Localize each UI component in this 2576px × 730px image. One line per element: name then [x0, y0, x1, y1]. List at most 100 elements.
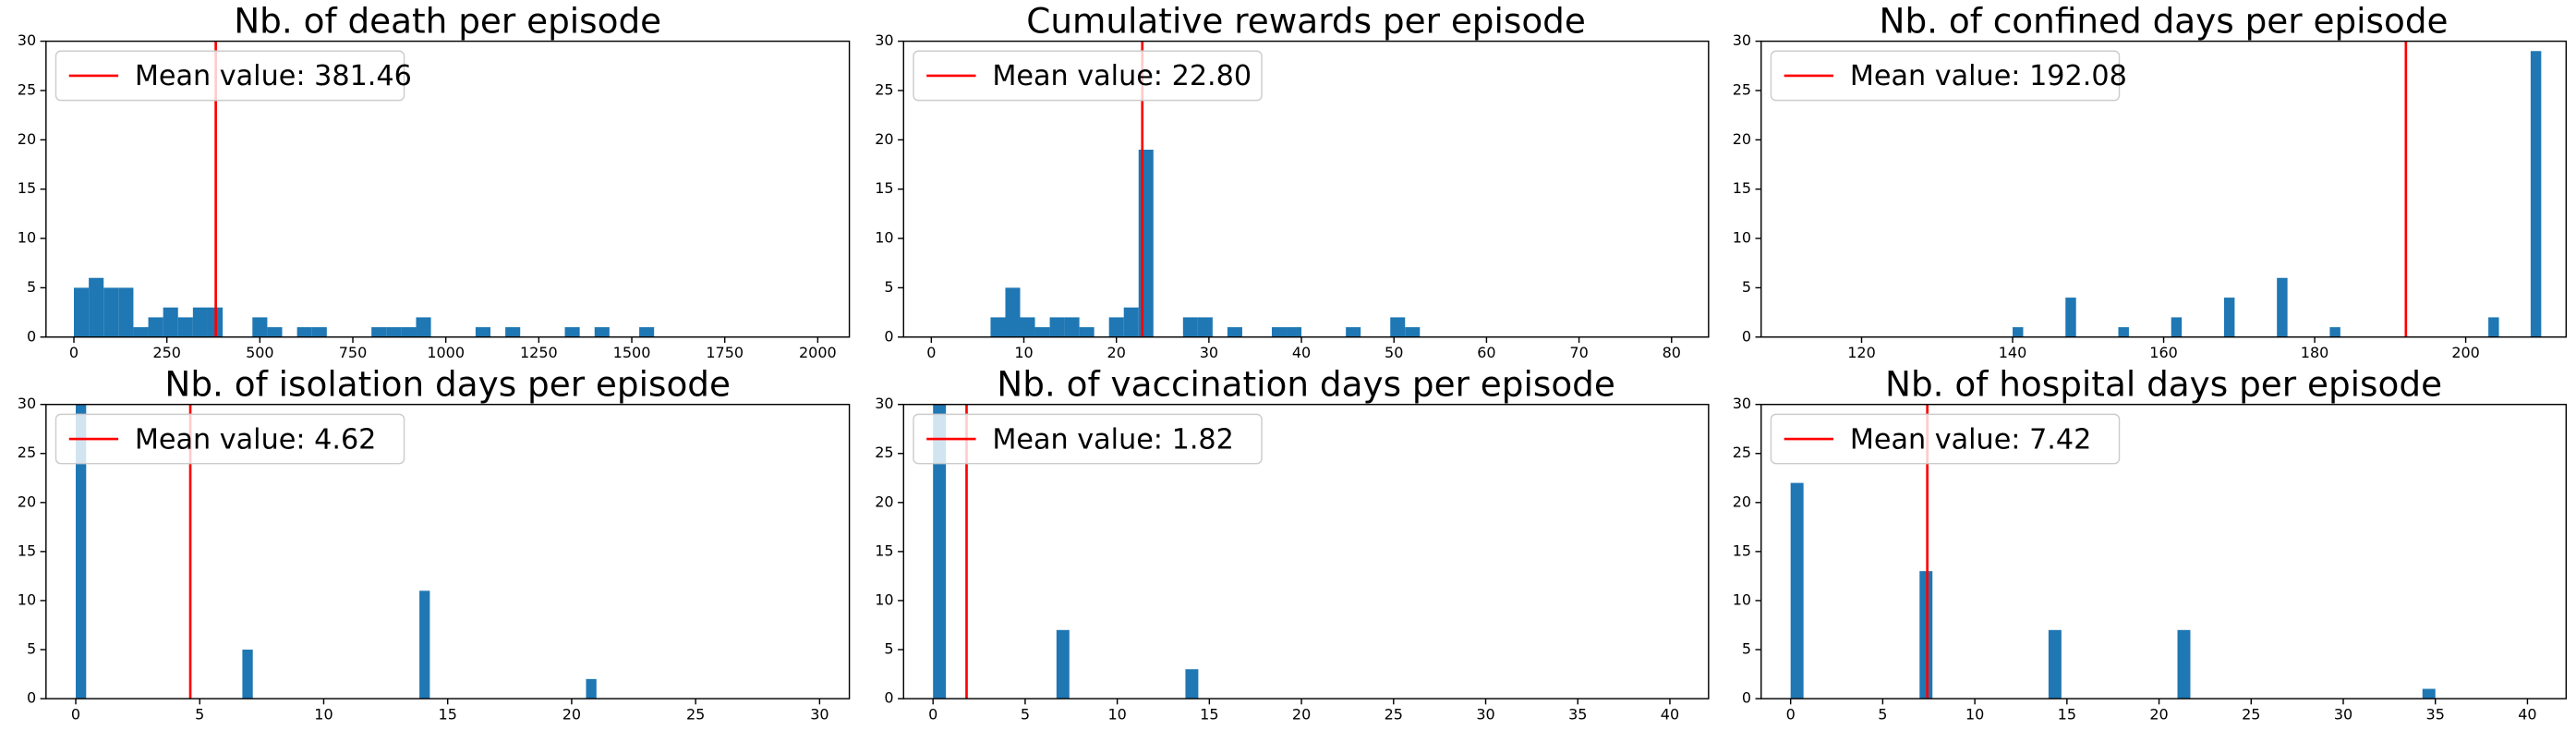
- legend-label: Mean value: 1.82: [992, 423, 1234, 456]
- bar: [475, 327, 491, 337]
- subplot: Nb. of isolation days per episode 0 5 10 15 2…: [18, 364, 851, 723]
- x-tick-label: 1250: [520, 344, 558, 361]
- y-tick-label: 25: [1733, 80, 1751, 98]
- y-tick-label: 15: [875, 179, 893, 197]
- bar: [1064, 317, 1080, 337]
- subplot: Nb. of confined days per episode 120 140 16…: [1733, 1, 2568, 361]
- bar: [1287, 327, 1302, 337]
- y-tick-label: 30: [875, 31, 893, 49]
- legend-box: [913, 50, 1263, 102]
- y-tick-label: 10: [875, 229, 893, 247]
- x-tick-label: 25: [686, 705, 705, 723]
- bar: [118, 287, 134, 337]
- bar: [2065, 298, 2076, 337]
- bars: [2013, 41, 2542, 337]
- y-tick-label: 10: [18, 590, 36, 608]
- y-tick-label: 15: [1733, 179, 1751, 197]
- subplot: Cumulative rewards per episode 0 10 20 30 40 5…: [875, 1, 1710, 361]
- bar: [2171, 317, 2183, 337]
- y-tick-label: 30: [1733, 31, 1751, 49]
- x-tick-label: 25: [2242, 705, 2260, 723]
- bar: [2118, 327, 2129, 337]
- bar: [933, 404, 947, 700]
- bar: [1049, 317, 1065, 337]
- y-tick-label: 30: [18, 31, 36, 49]
- bars: [990, 41, 1421, 337]
- bar: [1123, 307, 1139, 337]
- y-tick-label: 0: [27, 689, 36, 707]
- bar: [419, 590, 430, 700]
- legend-label: Mean value: 4.62: [135, 423, 377, 456]
- y-tick-label: 5: [1742, 640, 1751, 658]
- bar: [1182, 317, 1198, 337]
- legend-box: [54, 50, 405, 102]
- bar: [594, 327, 610, 337]
- axes-frame: [1760, 403, 2568, 700]
- bar: [76, 404, 87, 700]
- bar: [2177, 629, 2191, 700]
- x-tick-label: 10: [314, 705, 333, 723]
- bar: [2488, 317, 2499, 337]
- x-tick-label: 20: [1107, 344, 1126, 361]
- x-tick-label: 10: [1107, 705, 1126, 723]
- x-tick-label: 15: [2058, 705, 2076, 723]
- x-tick-label: 20: [562, 705, 581, 723]
- legend-label: Mean value: 7.42: [1850, 423, 2092, 456]
- y-tick-label: 5: [1742, 278, 1751, 296]
- y-tick-label: 0: [884, 327, 893, 345]
- y-tick-label: 15: [18, 179, 36, 197]
- y-tick-label: 10: [18, 229, 36, 247]
- bar: [311, 327, 327, 337]
- bar: [267, 327, 283, 337]
- bar: [296, 327, 312, 337]
- bar: [1919, 571, 1933, 700]
- x-tick-label: 15: [439, 705, 457, 723]
- axes-frame: [902, 40, 1710, 338]
- y-tick-label: 20: [18, 493, 36, 510]
- y-tick-label: 25: [1733, 444, 1751, 461]
- x-tick-label: 0: [928, 705, 937, 723]
- x-tick-label: 1500: [613, 344, 651, 361]
- bar: [177, 317, 193, 337]
- x-tick-label: 200: [2451, 344, 2480, 361]
- y-tick-label: 25: [18, 80, 36, 98]
- subplot-title: Cumulative rewards per episode: [1026, 1, 1586, 42]
- y-tick-label: 5: [884, 640, 893, 658]
- legend-box: [913, 413, 1263, 465]
- x-tick-label: 80: [1663, 344, 1681, 361]
- bar: [133, 327, 149, 337]
- legend-box: [54, 413, 405, 465]
- y-tick-label: 0: [1742, 327, 1751, 345]
- legend-label: Mean value: 381.46: [135, 60, 412, 92]
- y-tick-label: 10: [1733, 229, 1751, 247]
- y-tick-label: 30: [875, 395, 893, 412]
- x-tick-label: 500: [246, 344, 274, 361]
- x-tick-label: 30: [1476, 705, 1494, 723]
- bar: [990, 317, 1006, 337]
- x-tick-label: 180: [2301, 344, 2329, 361]
- x-tick-label: 1000: [427, 344, 465, 361]
- x-tick-label: 5: [1021, 705, 1030, 723]
- y-tick-label: 20: [18, 130, 36, 148]
- x-tick-label: 10: [1014, 344, 1033, 361]
- x-tick-label: 1750: [706, 344, 744, 361]
- y-tick-label: 5: [884, 278, 893, 296]
- y-tick-label: 20: [1733, 493, 1751, 510]
- bar: [1185, 669, 1199, 700]
- x-tick-label: 750: [339, 344, 368, 361]
- legend: Mean value: 22.80: [913, 50, 1263, 102]
- bar: [416, 317, 431, 337]
- y-tick-label: 30: [18, 395, 36, 412]
- x-tick-label: 40: [1292, 344, 1311, 361]
- x-tick-label: 30: [810, 705, 828, 723]
- bar: [1079, 327, 1094, 337]
- x-tick-label: 60: [1477, 344, 1495, 361]
- bar: [163, 307, 178, 337]
- legend-label: Mean value: 22.80: [992, 60, 1252, 92]
- bars: [74, 41, 655, 337]
- legend-box: [1770, 413, 2121, 465]
- subplot: Nb. of hospital days per episode 0 5 10 15 20…: [1733, 364, 2568, 723]
- bar: [103, 287, 119, 337]
- subplot-title: Nb. of vaccination days per episode: [997, 364, 1615, 405]
